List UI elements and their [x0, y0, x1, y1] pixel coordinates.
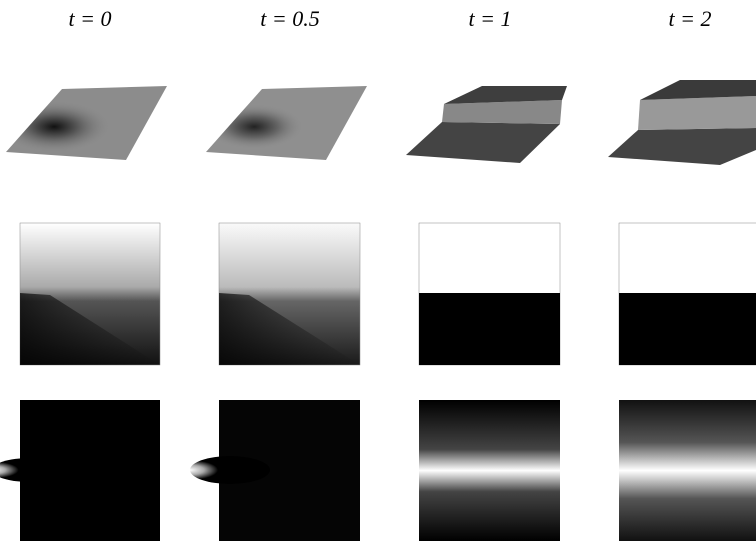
column-label: t = 2 — [669, 6, 712, 31]
field-image — [618, 222, 756, 366]
column-label: t = 0.5 — [260, 6, 319, 31]
field-image — [190, 400, 360, 541]
field-image — [619, 400, 756, 541]
surface — [406, 86, 567, 163]
field-image — [419, 400, 560, 541]
field-image — [218, 222, 361, 366]
surface — [206, 86, 367, 160]
field-image — [418, 222, 561, 366]
field-image — [19, 222, 161, 366]
field-image — [0, 400, 160, 541]
column-label: t = 0 — [69, 6, 112, 31]
surface — [608, 80, 756, 165]
column-label: t = 1 — [469, 6, 512, 31]
surface — [6, 86, 167, 160]
